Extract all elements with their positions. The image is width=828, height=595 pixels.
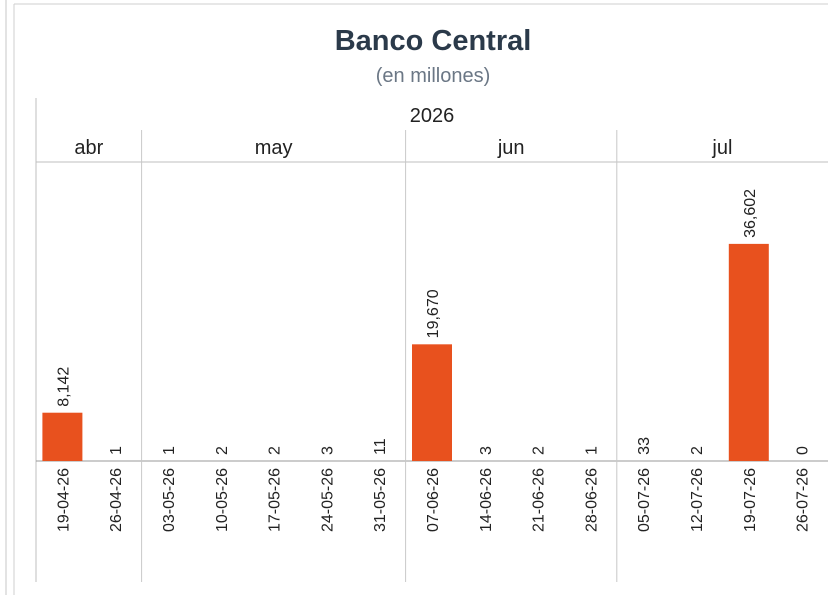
data-label: 36,602 bbox=[742, 189, 759, 238]
data-label: 1 bbox=[583, 446, 600, 455]
bar-19-04-26 bbox=[42, 412, 83, 461]
data-label: 2 bbox=[267, 446, 284, 455]
year-label: 2026 bbox=[410, 105, 455, 127]
x-tick-labels: 19-04-26 26-04-26 03-05-26 10-05-26 17-05-26… bbox=[55, 468, 811, 532]
frame bbox=[5, 0, 828, 595]
bars bbox=[42, 243, 769, 461]
month-header-abr: abr bbox=[74, 137, 103, 159]
data-label: 1 bbox=[108, 446, 125, 455]
x-tick-label: 07-06-26 bbox=[425, 468, 442, 532]
data-label: 8,142 bbox=[55, 367, 72, 407]
x-tick-label: 05-07-26 bbox=[636, 468, 653, 532]
x-tick-label: 19-07-26 bbox=[742, 468, 759, 532]
data-label: 19,670 bbox=[425, 289, 442, 338]
x-tick-label: 31-05-26 bbox=[372, 468, 389, 532]
chart-subtitle: (en millones) bbox=[376, 65, 490, 87]
month-headers: abr may jun jul bbox=[74, 137, 732, 159]
x-tick-label: 28-06-26 bbox=[583, 468, 600, 532]
data-label: 1 bbox=[161, 446, 178, 455]
x-tick-label: 24-05-26 bbox=[319, 468, 336, 532]
bar-07-06-26 bbox=[412, 344, 452, 461]
data-label: 3 bbox=[319, 446, 336, 455]
data-label: 11 bbox=[372, 438, 389, 455]
data-label: 3 bbox=[478, 446, 495, 455]
chart-title: Banco Central bbox=[335, 25, 532, 57]
x-tick-label: 12-07-26 bbox=[689, 468, 706, 532]
x-tick-label: 26-04-26 bbox=[108, 468, 125, 532]
data-label: 2 bbox=[689, 446, 706, 455]
bar-19-07-26 bbox=[728, 243, 769, 461]
data-label: 2 bbox=[214, 446, 231, 455]
x-tick-label: 26-07-26 bbox=[795, 468, 812, 532]
month-header-may: may bbox=[255, 137, 293, 159]
month-header-jun: jun bbox=[497, 137, 525, 159]
x-tick-label: 17-05-26 bbox=[267, 468, 284, 532]
data-label: 2 bbox=[531, 446, 548, 455]
data-label: 33 bbox=[636, 437, 653, 455]
x-tick-label: 03-05-26 bbox=[161, 468, 178, 532]
x-tick-label: 19-04-26 bbox=[55, 468, 72, 532]
month-header-jul: jul bbox=[711, 137, 732, 159]
x-tick-label: 14-06-26 bbox=[478, 468, 495, 532]
data-label: 0 bbox=[795, 446, 812, 455]
x-tick-label: 10-05-26 bbox=[214, 468, 231, 532]
x-tick-label: 21-06-26 bbox=[531, 468, 548, 532]
